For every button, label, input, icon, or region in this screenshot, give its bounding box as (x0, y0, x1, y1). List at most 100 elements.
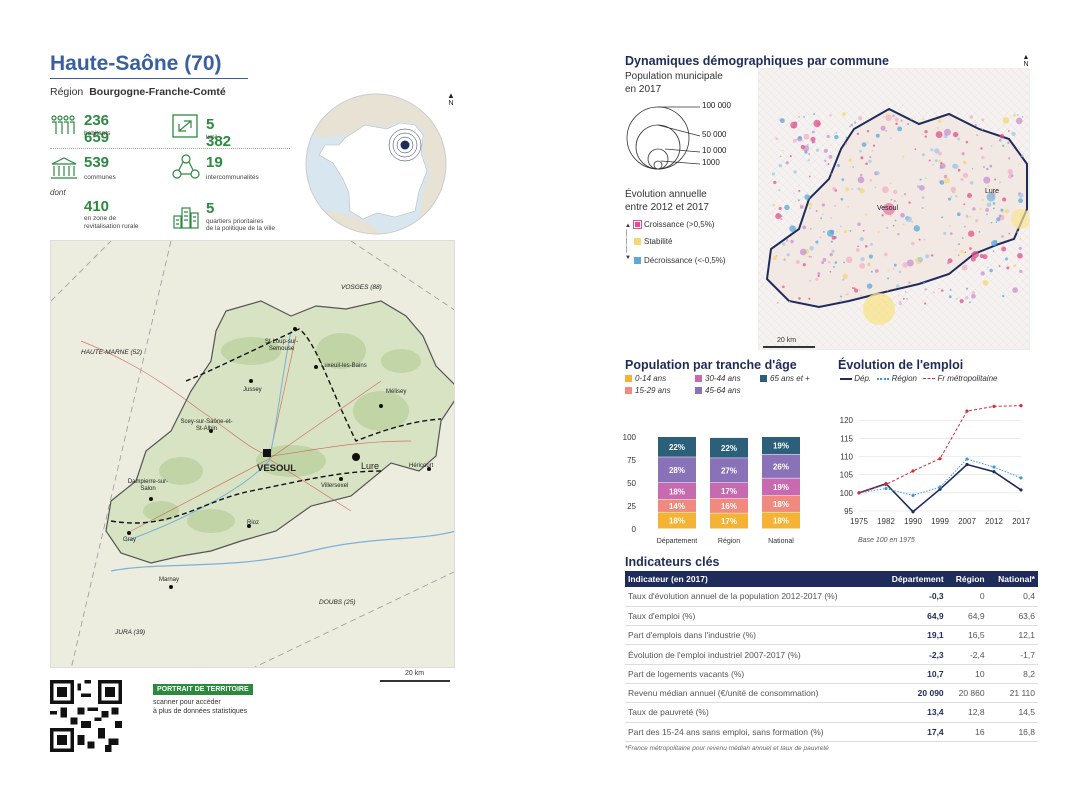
zrr-value: 410 (84, 198, 110, 215)
zrr-label-1: en zone de (84, 215, 117, 222)
series-point (1019, 488, 1023, 492)
x-category-label: Département (657, 538, 698, 545)
qr-code[interactable] (50, 680, 122, 752)
bar-segment (710, 513, 748, 529)
bar-segment (762, 478, 800, 496)
neighbor-jura: JURA (39) (115, 629, 146, 636)
bar-segment (658, 457, 696, 483)
circle-label-50000: 50 000 (702, 130, 727, 139)
bar-segment (762, 495, 800, 512)
y-tick-label: 50 (627, 479, 636, 488)
value-national: 14,5 (987, 702, 1038, 723)
page-title: Haute-Saône (70) (50, 52, 222, 75)
indicator-label: Évolution de l'emploi industriel 2007-20… (625, 644, 879, 665)
bar-value-label: 16% (721, 502, 737, 511)
indicator-label: Taux d'évolution annuel de la population… (625, 587, 879, 607)
age-legend-30-44: 30-44 ans (695, 374, 741, 383)
age-legend-0-14: 0-14 ans (625, 374, 666, 383)
town-hall-icon (51, 157, 77, 179)
table-row: Part des 15-24 ans sans emploi, sans for… (625, 722, 1038, 742)
y-tick-label: 0 (632, 525, 637, 534)
town-hericourt: Héricourt (409, 463, 434, 469)
indicator-label: Part de logements vacants (%) (625, 664, 879, 684)
neighbor-vosges: VOSGES (88) (341, 284, 382, 291)
commune-circles (771, 112, 1024, 306)
value-departement: 13,4 (878, 702, 947, 723)
indicator-label: Part d'emplois dans l'industrie (%) (625, 625, 879, 646)
series-point (965, 409, 969, 413)
emploi-legend: Dép. Région Fr métropolitaine (840, 374, 997, 383)
emploi-legend-dep: Dép. (854, 374, 872, 383)
age-chart-title: Population par tranche d'âge (625, 358, 797, 372)
y-tick-label: 100 (623, 433, 637, 442)
y-tick-label: 100 (840, 489, 854, 498)
value-national: 16,8 (987, 722, 1038, 742)
department-map[interactable]: HAUTE-MARNE (52) VOSGES (88) DOUBS (25) … (50, 240, 455, 668)
value-region: 64,9 (946, 606, 988, 627)
portrait-badge: PORTRAIT DE TERRITOIRE (153, 684, 253, 695)
north-label-right: N (1023, 61, 1029, 68)
series-line (858, 405, 1022, 494)
people-icon (51, 115, 75, 134)
region-label: Région (50, 86, 84, 98)
y-tick-label: 120 (840, 416, 854, 425)
circle-label-100000: 100 000 (702, 101, 731, 110)
north-label: N (448, 100, 454, 107)
bar-value-label: 19% (773, 442, 789, 451)
town-melisey: Mélisey (386, 389, 407, 395)
intercos-label: intercommunalités (206, 174, 259, 181)
series-point (992, 404, 996, 408)
evo-item-stable: Stabilité (634, 237, 672, 246)
bar-segment (658, 437, 696, 457)
age-stacked-bar-chart: 0 25 50 75 100 18% 14% 18% 28% 22% Département 17% 1… (623, 433, 800, 545)
value-region: 16 (946, 722, 988, 742)
neighbor-doubs: DOUBS (25) (319, 599, 356, 606)
bar-segment (762, 512, 800, 529)
value-departement: -2,3 (878, 644, 947, 665)
indicator-label: Taux de pauvreté (%) (625, 702, 879, 723)
table-row: Revenu médian annuel (€/unité de consomm… (625, 683, 1038, 704)
series-point (938, 457, 942, 461)
series-point (965, 462, 969, 467)
circle-label-1000: 1000 (702, 158, 720, 167)
emploi-line-chart: 95 100 105 110 115 120 1975 1982 1990 1999 2007 201… (840, 404, 1030, 526)
series-point (992, 470, 996, 474)
network-icon (172, 154, 200, 179)
buildings-icon (173, 207, 199, 229)
region-name: Bourgogne-Franche-Comté (89, 86, 226, 98)
north-arrow-icon: ▲ (447, 91, 455, 100)
town-marnay: Marnay (159, 577, 180, 583)
town-lure: Lure (361, 461, 380, 471)
indicator-label: Revenu médian annuel (€/unité de consomm… (625, 683, 879, 704)
town-luxeuil: Luxeuil-les-Bains (321, 363, 367, 369)
y-tick-label: 115 (840, 434, 853, 443)
age-legend: 0-14 ans 30-44 ans 65 ans et + 15-29 ans… (625, 374, 835, 398)
y-tick-label: 105 (840, 471, 854, 480)
town-villersexel: Villersexel (321, 483, 349, 489)
town-vesoul: VESOUL (257, 463, 297, 474)
value-region: 12,8 (946, 702, 988, 723)
north-arrow-right: ▲ N (1021, 54, 1031, 68)
demo-town-vesoul: Vesoul (877, 205, 899, 212)
age-legend-label: 45-64 ans (705, 386, 741, 395)
y-tick-label: 110 (840, 453, 853, 462)
bar-value-label: 18% (669, 517, 685, 526)
x-tick-label: 1999 (931, 517, 949, 526)
series-point (857, 491, 861, 495)
table-row: Part de logements vacants (%) 10,7 10 8,2 (625, 664, 1038, 684)
demographic-map[interactable]: Lure Vesoul 20 km (758, 68, 1030, 350)
bar-value-label: 22% (669, 443, 685, 452)
bar-segment (658, 483, 696, 500)
value-national: 63,6 (987, 606, 1038, 627)
value-region: -2,4 (946, 644, 988, 665)
evo-subtitle: entre 2012 et 2017 (625, 202, 709, 213)
evo-legend-title: Évolution annuelle entre 2012 et 2017 (625, 188, 709, 214)
bar-value-label: 17% (721, 487, 737, 496)
value-departement: 64,9 (878, 606, 947, 627)
bar-value-label: 22% (721, 444, 737, 453)
x-tick-label: 2017 (1012, 517, 1030, 526)
demo-town-lure: Lure (985, 188, 1000, 195)
demo-section-title: Dynamiques démographiques par commune (625, 54, 889, 68)
population-label: habitants (84, 130, 111, 137)
bar-segment (658, 512, 696, 529)
